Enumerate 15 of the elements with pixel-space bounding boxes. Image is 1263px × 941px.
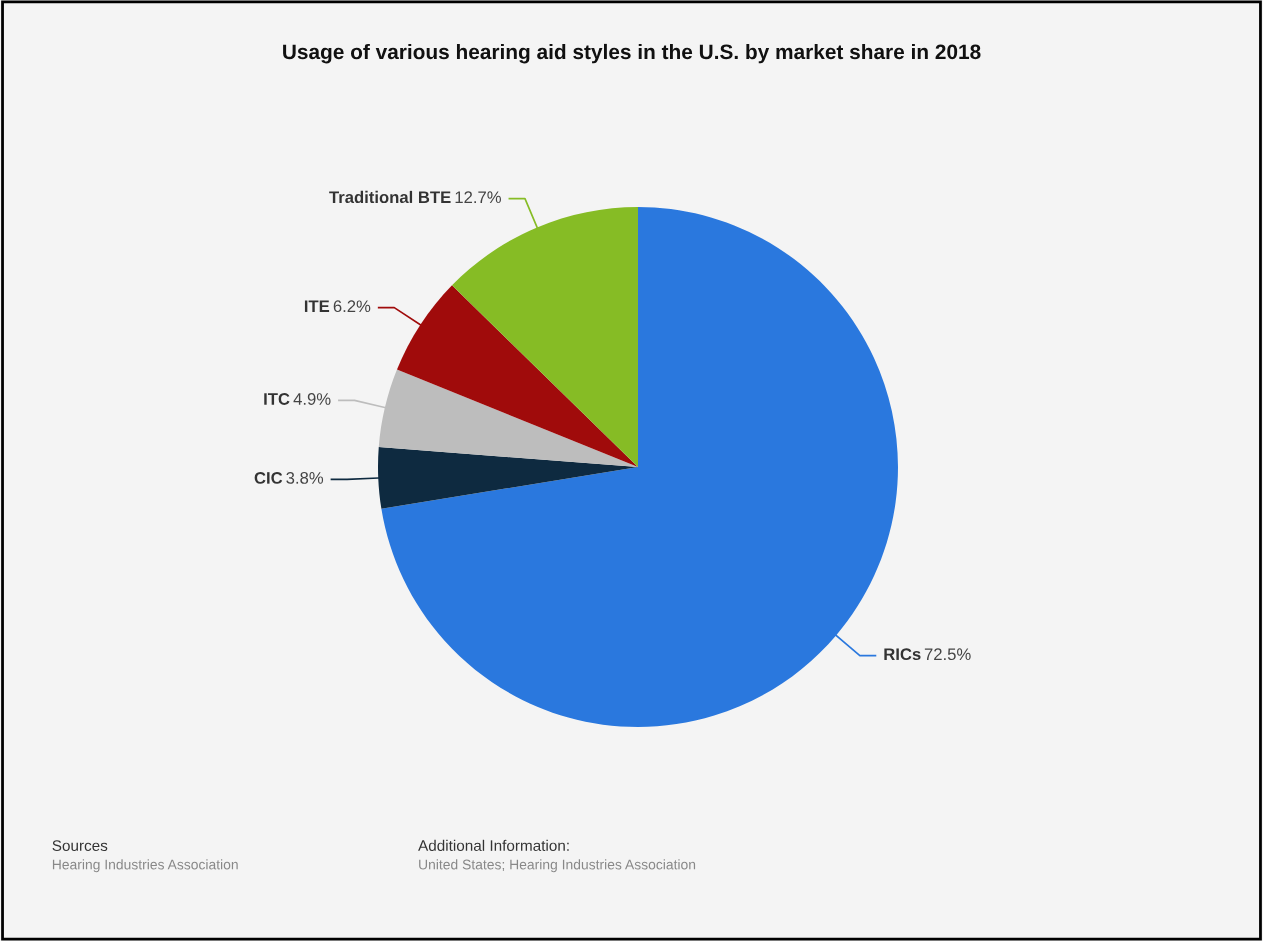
data-label: 6.2% [333,300,371,313]
text: Additional Information: [418,839,569,851]
data-label: 12.7% [455,191,501,204]
slice-label: ITE [304,300,330,312]
data-label: 3.8% [286,472,324,484]
slice-label: Traditional BTE [329,190,451,204]
text: United States; Hearing Industries Association [419,859,696,873]
slice-label: RICs [884,648,921,661]
slice-label: ITC [264,393,290,405]
text: Sources [52,840,108,851]
slice-label: CIC [254,472,283,484]
data-label: 4.9% [293,393,331,405]
text: Hearing Industries Association [52,859,238,873]
chart-title: Usage of various hearing aid styles in the U.S. by market share in 2018 [283,43,981,64]
data-label: 72.5% [924,648,971,661]
